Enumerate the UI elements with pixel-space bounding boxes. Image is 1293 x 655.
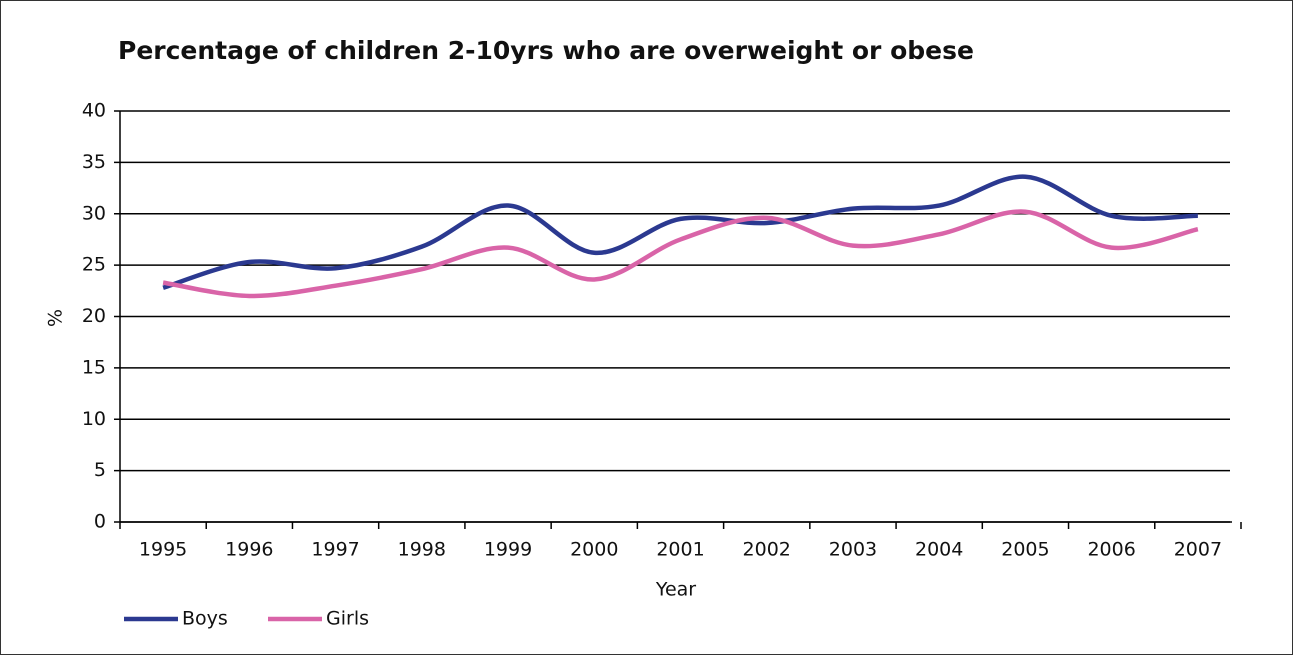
x-tick-label: 2006 bbox=[1087, 539, 1135, 561]
y-tick-label: 35 bbox=[82, 151, 106, 173]
y-tick-label: 20 bbox=[82, 305, 106, 327]
legend-label: Boys bbox=[182, 608, 228, 630]
x-tick-label: 2003 bbox=[829, 539, 877, 561]
y-tick-label: 15 bbox=[82, 356, 106, 378]
x-tick-label: 2004 bbox=[915, 539, 963, 561]
x-tick-label: 2000 bbox=[570, 539, 618, 561]
legend-label: Girls bbox=[326, 608, 369, 630]
y-axis-label: % bbox=[45, 309, 67, 327]
x-tick-label: 1997 bbox=[311, 539, 359, 561]
x-tick-label: 1999 bbox=[484, 539, 532, 561]
chart-title: Percentage of children 2-10yrs who are o… bbox=[118, 36, 974, 65]
x-tick-label: 2001 bbox=[656, 539, 704, 561]
y-tick-label: 5 bbox=[94, 459, 106, 481]
x-tick-label: 2007 bbox=[1174, 539, 1222, 561]
x-tick-label: 1995 bbox=[139, 539, 187, 561]
y-tick-label: 25 bbox=[82, 254, 106, 276]
y-tick-label: 30 bbox=[82, 202, 106, 224]
x-tick-label: 2005 bbox=[1001, 539, 1049, 561]
y-tick-label: 0 bbox=[94, 511, 106, 533]
x-tick-label: 2002 bbox=[743, 539, 791, 561]
series-line bbox=[162, 209, 1199, 299]
series-line bbox=[162, 174, 1198, 290]
x-tick-label: 1998 bbox=[398, 539, 446, 561]
y-tick-label: 40 bbox=[82, 100, 106, 122]
x-tick-label: 1996 bbox=[225, 539, 273, 561]
x-axis-label: Year bbox=[655, 579, 696, 601]
y-tick-label: 10 bbox=[82, 408, 106, 430]
